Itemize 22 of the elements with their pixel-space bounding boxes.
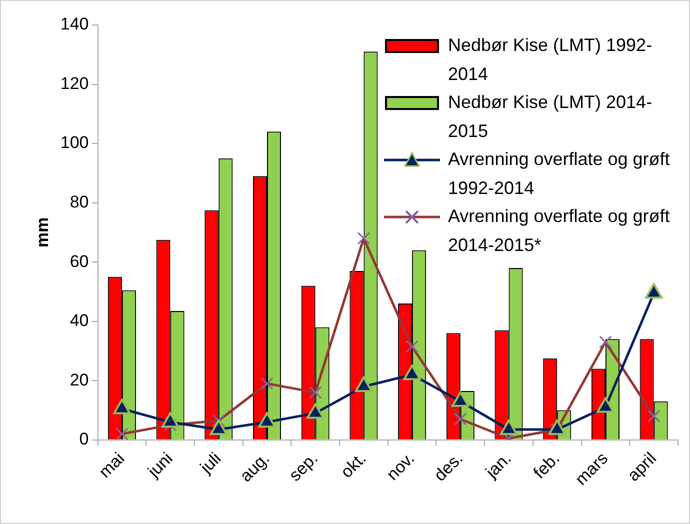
legend-label: Avrenning overflate og grøft 2014-2015*: [448, 205, 671, 256]
y-tick-label: 100: [60, 133, 89, 152]
legend-label: Nedbør Kise (LMT) 1992-2014: [448, 34, 654, 86]
x-tick-label: okt.: [337, 448, 370, 482]
x-tick-label: nov.: [382, 448, 418, 484]
x-tick-label: jan.: [481, 448, 515, 482]
x-tick-label: mai: [95, 448, 128, 482]
y-tick-label: 20: [70, 370, 89, 390]
x-tick-label: aug.: [236, 448, 274, 486]
y-tick-label: 80: [70, 192, 89, 212]
y-tick-label: 40: [70, 311, 89, 330]
y-axis-title: mm: [32, 217, 52, 248]
x-tick-label: feb.: [530, 448, 564, 482]
legend-label: Avrenning overflate og grøft 1992-2014: [448, 148, 671, 200]
y-tick-label: 60: [70, 252, 89, 271]
y-tick-label: 0: [79, 430, 89, 449]
x-tick-label: des.: [430, 448, 467, 485]
y-tick-label: 140: [60, 14, 89, 34]
x-tick-label: juli: [196, 448, 225, 478]
legend-label: Nedbør Kise (LMT) 2014-2015: [448, 91, 654, 142]
y-tick-label: 120: [60, 74, 89, 93]
x-tick-label: sep.: [285, 448, 322, 485]
